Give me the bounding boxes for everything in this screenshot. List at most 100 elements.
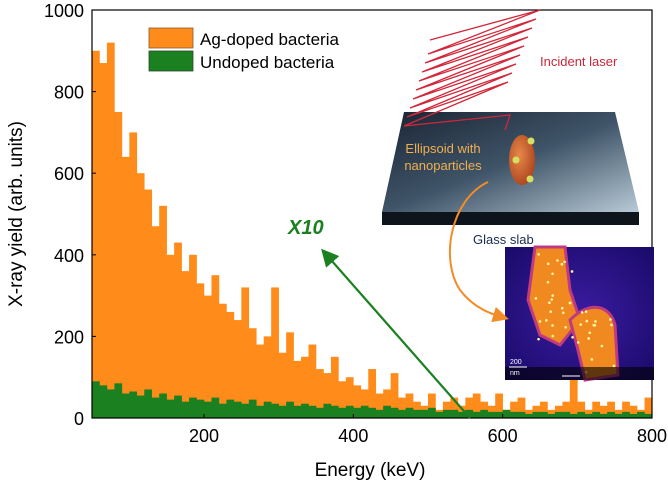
bar-undoped	[106, 389, 115, 418]
bar-ag-doped	[196, 283, 205, 418]
bar-undoped	[286, 401, 294, 418]
x-tick-label: 400	[338, 426, 368, 446]
bar-ag-doped	[92, 50, 100, 419]
bar-undoped	[144, 389, 153, 418]
y-tick-label: 600	[54, 164, 84, 184]
bar-ag-doped	[278, 352, 287, 418]
bar-ag-doped	[323, 373, 332, 418]
bar-undoped	[637, 411, 645, 418]
bar-undoped	[368, 407, 377, 418]
bar-ag-doped	[569, 364, 578, 418]
x-tick-label: 200	[189, 426, 219, 446]
bar-undoped	[592, 411, 601, 418]
series-undoped	[92, 381, 653, 418]
bar-undoped	[465, 409, 474, 418]
bar-ag-doped	[316, 369, 324, 418]
bar-ag-doped	[540, 401, 548, 418]
bar-undoped	[569, 413, 578, 418]
bar-ag-doped	[428, 393, 436, 418]
bar-ag-doped	[189, 254, 197, 418]
bar-ag-doped	[121, 156, 130, 418]
bar-undoped	[442, 409, 451, 418]
bar-undoped	[159, 393, 167, 418]
bar-ag-doped	[517, 397, 526, 418]
bar-ag-doped	[472, 393, 481, 418]
bar-ag-doped	[99, 63, 108, 418]
bar-ag-doped	[644, 397, 653, 418]
ellipsoid-label-1: Ellipsoid with	[405, 141, 480, 156]
bar-undoped	[129, 391, 138, 418]
y-axis-label: X-ray yield (arb. units)	[6, 121, 27, 307]
bar-ag-doped	[129, 132, 138, 418]
bar-undoped	[241, 403, 250, 418]
legend-swatch-ag	[148, 27, 194, 49]
bar-ag-doped	[547, 409, 556, 418]
bar-ag-doped	[592, 401, 601, 418]
bar-undoped	[166, 399, 175, 418]
bar-ag-doped	[271, 287, 279, 418]
inset-illustration: Incident laser Ellipsoid with nanopartic…	[382, 9, 654, 382]
bar-undoped	[196, 399, 205, 418]
bar-ag-doped	[338, 381, 347, 418]
bar-undoped	[472, 411, 481, 418]
bar-undoped	[577, 411, 586, 418]
bar-ag-doped	[390, 373, 399, 418]
bar-ag-doped	[106, 42, 115, 418]
bar-ag-doped	[525, 409, 533, 418]
bar-undoped	[151, 397, 160, 418]
bar-undoped	[174, 395, 182, 418]
bar-undoped	[204, 401, 212, 418]
bar-undoped	[271, 403, 279, 418]
bar-undoped	[487, 411, 496, 418]
bar-undoped	[495, 411, 503, 418]
bar-undoped	[398, 409, 406, 418]
bar-ag-doped	[577, 401, 586, 418]
bar-undoped	[218, 403, 227, 418]
bar-undoped	[323, 403, 332, 418]
bar-undoped	[480, 409, 489, 418]
bar-ag-doped	[360, 389, 369, 418]
bar-undoped	[502, 409, 511, 418]
bar-undoped	[278, 405, 287, 418]
microscope-image: 200 nm	[505, 245, 654, 382]
bar-ag-doped	[345, 377, 354, 418]
bar-undoped	[256, 405, 265, 418]
bar-ag-doped	[181, 271, 190, 418]
x10-label: X10	[287, 217, 324, 239]
bar-undoped	[99, 385, 108, 418]
ellipsoid-label-2: nanoparticles	[404, 158, 482, 173]
bar-ag-doped	[263, 336, 272, 418]
bar-undoped	[338, 407, 347, 418]
bar-undoped	[390, 407, 399, 418]
legend-label-ag: Ag-doped bacteria	[200, 30, 339, 49]
bar-undoped	[353, 407, 362, 418]
bar-undoped	[92, 381, 100, 418]
bar-undoped	[622, 411, 630, 418]
bar-undoped	[114, 383, 123, 418]
bar-ag-doped	[353, 385, 362, 418]
scale-bar-value: 200	[510, 359, 522, 366]
bar-ag-doped	[622, 401, 630, 418]
bar-undoped	[457, 411, 466, 418]
y-tick-label: 400	[54, 246, 84, 266]
legend-swatch-undoped	[148, 50, 194, 72]
bar-undoped	[450, 409, 459, 418]
bar-undoped	[330, 405, 339, 418]
bar-undoped	[121, 393, 130, 418]
bar-undoped	[554, 411, 563, 418]
x-axis-label: Energy (keV)	[315, 460, 426, 481]
x10-arrow	[321, 248, 471, 419]
bar-ag-doped	[629, 405, 638, 418]
y-tick-label: 1000	[44, 1, 84, 21]
bar-ag-doped	[218, 303, 227, 418]
y-tick-label: 800	[54, 83, 84, 103]
legend-label-undoped: Undoped bacteria	[200, 53, 335, 72]
bar-undoped	[584, 413, 593, 418]
bar-ag-doped	[584, 409, 593, 418]
bar-undoped	[428, 407, 436, 418]
bar-ag-doped	[368, 369, 377, 418]
bar-undoped	[629, 413, 638, 418]
scale-bar-unit: nm	[510, 370, 520, 377]
bar-undoped	[510, 411, 518, 418]
